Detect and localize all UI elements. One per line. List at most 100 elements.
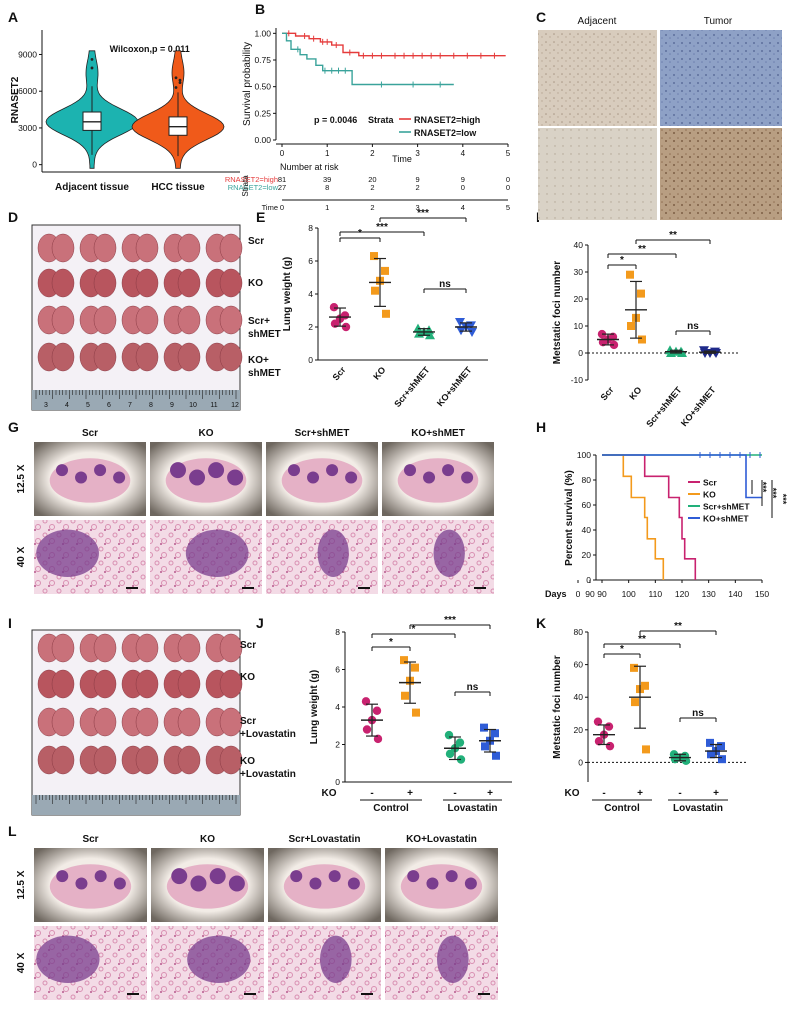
km-risk-row-name: RNASET2=high xyxy=(225,175,278,184)
surv-h-x-tick-label: 90 xyxy=(585,589,595,599)
scatter-j-y-tick-label: 0 xyxy=(335,777,340,787)
scatter-j-point xyxy=(480,723,488,732)
scatter-k-point xyxy=(707,750,715,759)
km-risk-axis-label: Time xyxy=(262,203,278,212)
histology-l-col-label: Scr+Lovastatin xyxy=(289,834,361,845)
metastatic-nodule xyxy=(113,877,126,890)
metastatic-nodule xyxy=(326,464,339,477)
scatter-j-point xyxy=(481,742,489,751)
scatter-j-ylabel: Lung weight (g) xyxy=(309,670,320,744)
ruler-number: 11 xyxy=(210,402,217,409)
scatter-j-point xyxy=(412,708,420,717)
violin-a-y-tick-label: 6000 xyxy=(18,86,37,96)
violin-a-ylabel: RNASET2 xyxy=(10,76,21,123)
scatter-j-group-label: Lovastatin xyxy=(447,803,497,814)
violin-outlier xyxy=(178,78,182,82)
scatter-k-sig-label: ns xyxy=(692,708,704,719)
tissue-section xyxy=(49,864,132,909)
lung-lobe xyxy=(51,669,75,699)
scatter-j-point xyxy=(492,751,500,760)
scatter-j-point xyxy=(455,738,465,747)
km-b-x-tick-label: 1 xyxy=(325,149,330,158)
km-b-xlabel: Time xyxy=(392,154,412,164)
scatter-j-group-label: Control xyxy=(373,803,409,814)
lung-lobe xyxy=(219,233,243,263)
lung-lobe xyxy=(93,633,117,663)
scatter-k-x-label: + xyxy=(713,788,719,799)
lung-lobe xyxy=(93,233,117,263)
km-risk-value: 27 xyxy=(278,183,286,192)
scatter-e-sig-label: *** xyxy=(417,208,429,219)
scatter-j-y-tick-label: 2 xyxy=(335,740,340,750)
scatter-e-point xyxy=(370,252,378,261)
lung-lobe xyxy=(177,268,201,298)
metastatic-nodule xyxy=(404,464,416,477)
surv-h-x-tick-label: 100 xyxy=(622,589,636,599)
metastatic-nodule xyxy=(190,875,207,892)
scatter-j-factor-label: KO xyxy=(322,788,337,799)
panel-letter-h: H xyxy=(536,419,546,435)
surv-h-series-line xyxy=(602,454,665,580)
panel-letter-b: B xyxy=(255,1,265,17)
scatter-j-point xyxy=(411,663,419,672)
scatter-k-point xyxy=(717,742,725,751)
metastatic-nodule xyxy=(464,877,477,890)
km-risk-tick-label: 3 xyxy=(416,203,420,212)
surv-h-y-tick-label: 40 xyxy=(582,525,592,535)
scatter-k-point xyxy=(630,663,638,672)
metastatic-nodule xyxy=(426,877,439,890)
metastatic-nodule xyxy=(288,464,300,477)
surv-h-legend-label: Scr+shMET xyxy=(703,502,750,512)
km-b-x-tick-label: 2 xyxy=(370,149,375,158)
km-b-y-tick-label: 0.00 xyxy=(254,135,271,145)
lung-lobe xyxy=(219,745,243,775)
scatter-e-y-tick-label: 0 xyxy=(308,355,313,365)
lung-lobe xyxy=(93,268,117,298)
surv-h-x-tick-label: 140 xyxy=(728,589,742,599)
tissue-section xyxy=(281,458,363,503)
lung-lobe xyxy=(135,342,159,372)
metastatic-nodule xyxy=(347,877,360,890)
lung-lobe xyxy=(51,268,75,298)
lung-lobe xyxy=(219,305,243,335)
metastatic-nodule xyxy=(461,471,474,484)
scatter-k-point xyxy=(641,681,649,690)
tissue-section xyxy=(397,458,479,503)
lung-lobe xyxy=(135,633,159,663)
km-risk-value: 39 xyxy=(323,175,331,184)
km-b-y-tick-label: 0.25 xyxy=(254,108,271,118)
scatter-f-ylabel: Metstatic foci number xyxy=(552,261,563,364)
lung-lobe xyxy=(51,633,75,663)
histology-g-col-label: Scr xyxy=(82,428,98,439)
scatter-j-y-tick-label: 4 xyxy=(335,702,340,712)
lung-lobe xyxy=(135,233,159,263)
violin-a-annotation: Wilcoxon, xyxy=(110,44,152,54)
surv-h-xlabel: Days xyxy=(545,589,567,599)
tissue-section xyxy=(49,458,131,503)
panel-letter-a: A xyxy=(8,9,18,25)
scatter-j-point xyxy=(445,749,455,759)
scatter-k-x-label: - xyxy=(602,788,605,799)
histology-l-col-label: Scr xyxy=(82,834,98,845)
violin-outlier xyxy=(90,66,94,70)
panel-letter-g: G xyxy=(8,419,19,435)
scatter-j-point xyxy=(401,691,409,700)
panel-letter-i: I xyxy=(8,615,12,631)
scatter-k-y-tick-label: 40 xyxy=(574,692,584,702)
scatter-j-y-tick-label: 8 xyxy=(335,627,340,637)
scatter-k-sig-label: ** xyxy=(638,634,646,645)
lung-lobe xyxy=(93,707,117,737)
ruler-number: 3 xyxy=(44,402,48,409)
metastatic-nodule xyxy=(56,870,69,883)
scatter-k-x-label: - xyxy=(678,788,681,799)
lung-lobe xyxy=(177,233,201,263)
ruler-number: 4 xyxy=(65,402,69,409)
km-series-line xyxy=(282,32,454,86)
km-legend-label: RNASET2=low xyxy=(414,128,477,138)
lung-lobe xyxy=(51,745,75,775)
metastatic-nodule xyxy=(445,870,458,883)
metastatic-nodule xyxy=(209,868,226,885)
metastatic-nodule xyxy=(328,870,341,883)
km-risk-value: 20 xyxy=(368,175,376,184)
metastatic-nodule xyxy=(423,471,436,484)
